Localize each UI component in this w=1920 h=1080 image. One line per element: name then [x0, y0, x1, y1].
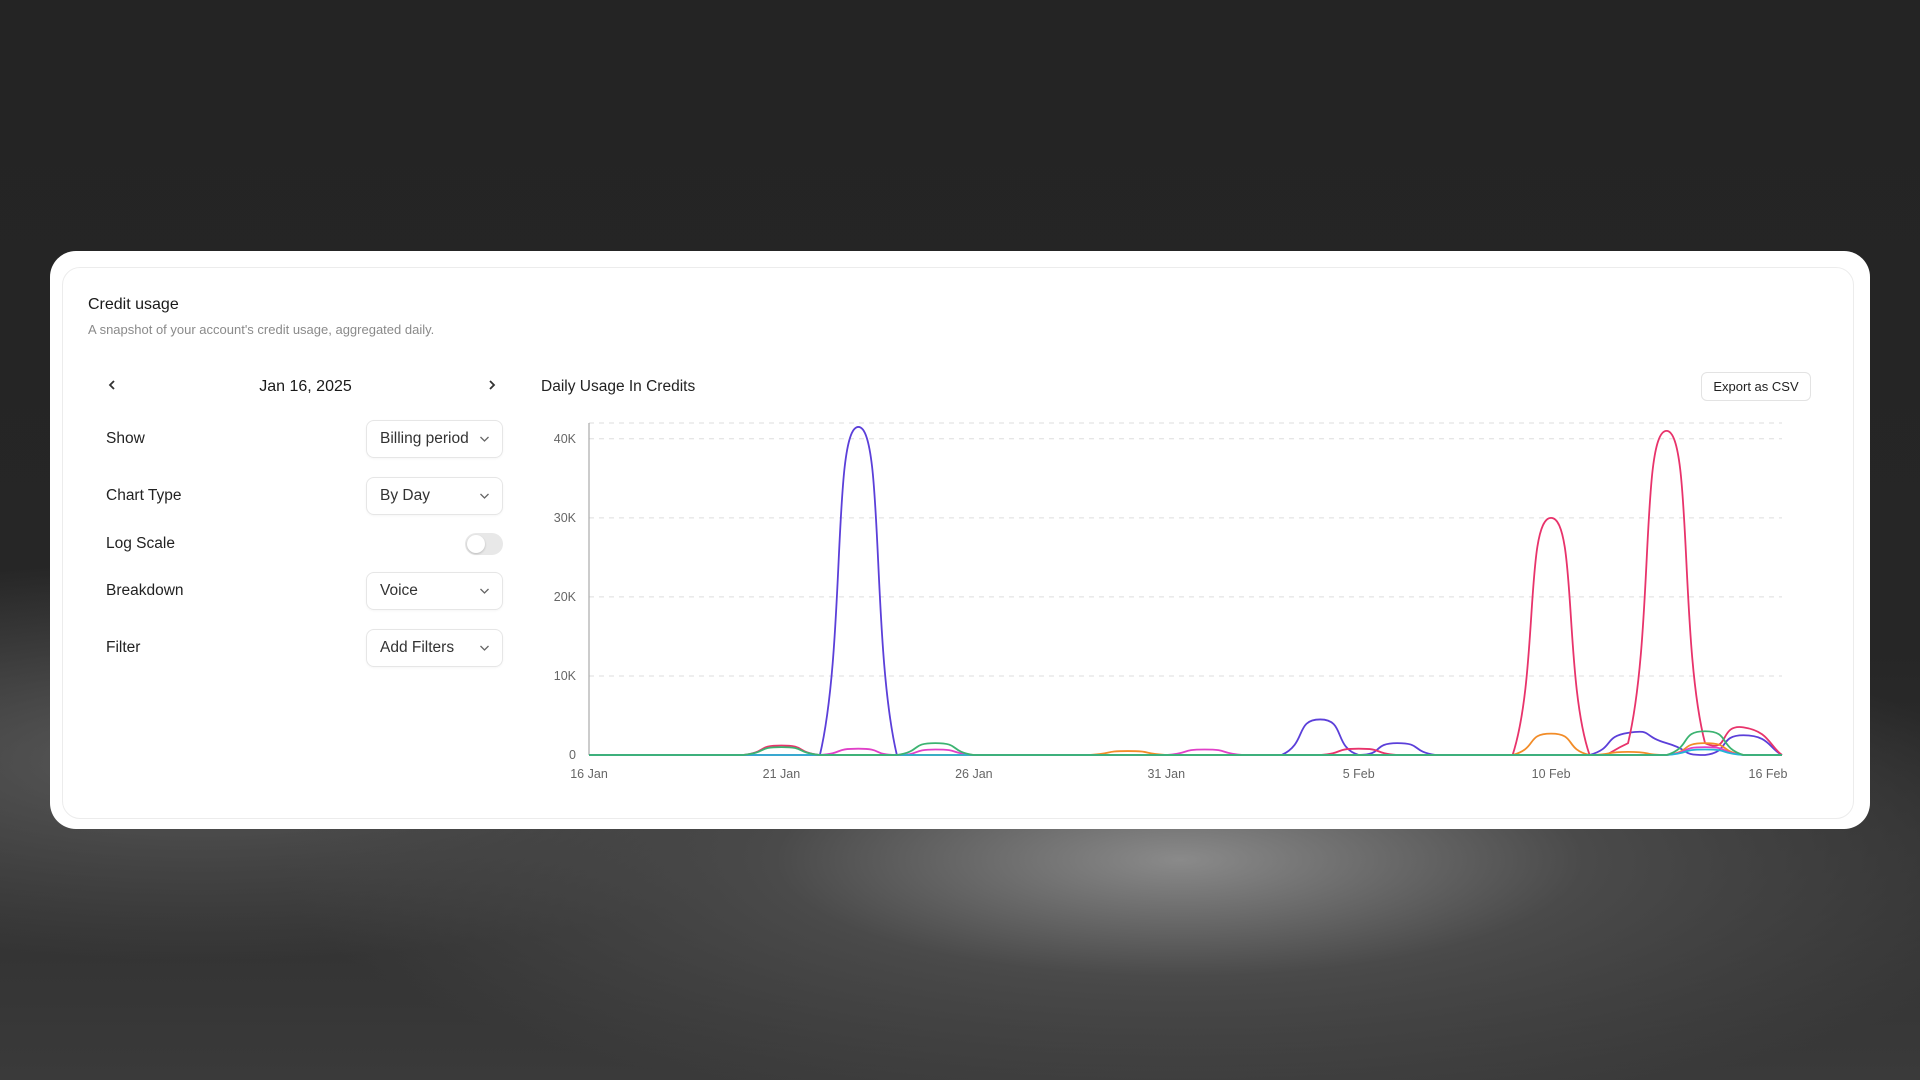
export-csv-button[interactable]: Export as CSV: [1701, 372, 1811, 401]
chevron-left-icon: [108, 380, 115, 390]
chart-type-value: By Day: [380, 487, 430, 504]
chevron-down-icon: [480, 588, 489, 594]
chevron-right-icon: [489, 380, 496, 390]
series-line-5: [588, 730, 1783, 756]
toggle-knob: [467, 535, 485, 553]
card-title: Credit usage: [88, 296, 179, 313]
y-tick-label: 20K: [554, 590, 577, 604]
chevron-down-icon: [480, 493, 489, 499]
chart-title: Daily Usage In Credits: [541, 378, 696, 395]
filter-label: Filter: [106, 639, 141, 656]
x-tick-label: 10 Feb: [1532, 767, 1571, 781]
show-value: Billing period: [380, 430, 469, 447]
breakdown-dropdown[interactable]: Voice: [366, 572, 503, 610]
credit-usage-card: Credit usage A snapshot of your account'…: [50, 251, 1870, 829]
next-date-button[interactable]: [487, 378, 497, 397]
chart-type-dropdown[interactable]: By Day: [366, 477, 503, 515]
x-tick-label: 16 Feb: [1749, 767, 1788, 781]
y-tick-label: 10K: [554, 669, 577, 683]
show-dropdown[interactable]: Billing period: [366, 420, 503, 458]
series-line-1: [588, 430, 1783, 756]
x-tick-label: 5 Feb: [1343, 767, 1375, 781]
x-tick-label: 26 Jan: [955, 767, 993, 781]
x-tick-label: 31 Jan: [1147, 767, 1185, 781]
show-label: Show: [106, 430, 145, 447]
card-inner: Credit usage A snapshot of your account'…: [62, 267, 1854, 819]
breakdown-value: Voice: [380, 582, 418, 599]
series-line-0: [588, 426, 1783, 756]
usage-chart: 0 10K 20K 30K 40K 16 Jan 21 Jan 26 Jan 31 Jan 5 F…: [554, 422, 1788, 781]
y-tick-label: 0: [569, 748, 576, 762]
log-scale-toggle[interactable]: [465, 533, 503, 555]
prev-date-button[interactable]: [107, 378, 117, 397]
log-scale-label: Log Scale: [106, 535, 175, 552]
y-tick-label: 40K: [554, 432, 577, 446]
x-tick-label: 21 Jan: [763, 767, 801, 781]
chevron-down-icon: [480, 436, 489, 442]
y-tick-label: 30K: [554, 511, 577, 525]
chart-type-label: Chart Type: [106, 487, 182, 504]
chevron-down-icon: [480, 645, 489, 651]
current-date: Jan 16, 2025: [259, 378, 352, 395]
x-tick-label: 16 Jan: [570, 767, 608, 781]
filter-dropdown[interactable]: Add Filters: [366, 629, 503, 667]
filter-value: Add Filters: [380, 639, 455, 656]
breakdown-label: Breakdown: [106, 582, 184, 599]
card-subtitle: A snapshot of your account's credit usag…: [88, 322, 435, 337]
